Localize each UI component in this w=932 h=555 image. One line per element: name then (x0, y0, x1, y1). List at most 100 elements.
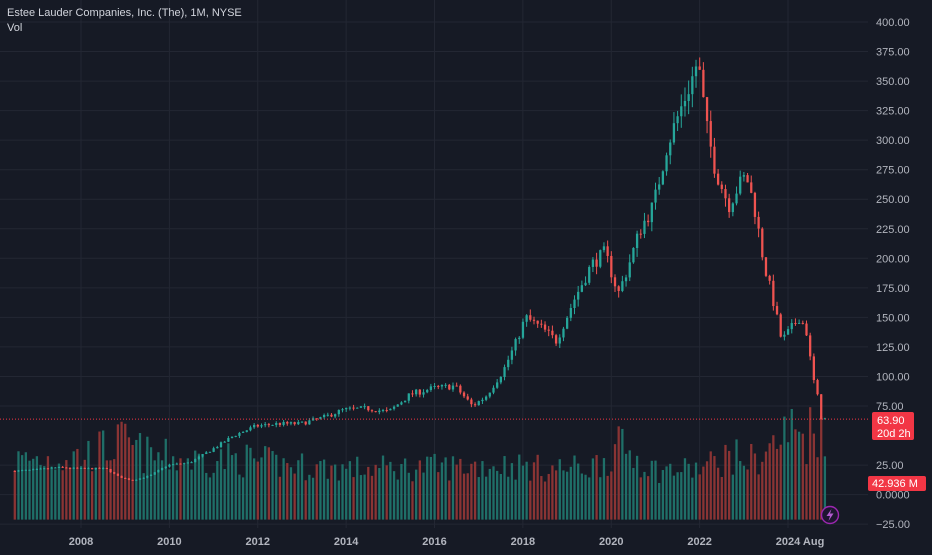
candle (529, 309, 532, 322)
replay-lightning-icon[interactable] (820, 505, 840, 525)
volume-bar (186, 458, 190, 520)
candle (746, 172, 749, 183)
time-axis[interactable]: 2008 2010 2012 2014 2016 2018 2020 2022 2024 Aug (69, 536, 825, 548)
candle (783, 331, 786, 341)
candle-body (562, 328, 565, 338)
volume-bar (698, 474, 701, 520)
volume-bar (153, 460, 156, 520)
volume-bar (149, 447, 153, 520)
volume-bar (514, 479, 517, 520)
volume-bar (470, 463, 473, 520)
candle-body (389, 408, 392, 411)
candle-body (554, 335, 558, 344)
volume-bar (256, 461, 259, 520)
candle-body (448, 384, 451, 390)
candle (297, 419, 300, 426)
candle-body (433, 386, 436, 388)
candle (510, 346, 514, 365)
price-axis[interactable]: 400.00 375.00 350.00 325.00 300.00 275.00 250.… (876, 17, 910, 531)
candle (142, 477, 145, 479)
candle-body (153, 472, 156, 475)
candle (105, 467, 108, 470)
volume-bar (389, 461, 392, 520)
candle-body (105, 468, 108, 470)
volume-bar (370, 475, 374, 520)
volume-bar (484, 476, 488, 520)
candle-body (264, 424, 267, 426)
candle-body (742, 175, 746, 177)
candle-body (304, 421, 307, 425)
candle-body (356, 407, 359, 409)
candle-body (370, 410, 374, 412)
candle-body (179, 463, 182, 465)
volume-indicator-label[interactable]: Vol (7, 22, 23, 34)
candle-body (812, 356, 815, 381)
candle-body (473, 404, 477, 406)
candle (293, 421, 296, 426)
volume-badge: 42.936 M (868, 476, 926, 491)
volume-bar (208, 477, 212, 520)
volume-bar (201, 456, 204, 520)
candle-body (392, 406, 396, 409)
volume-bar (720, 477, 723, 520)
candle (138, 478, 142, 480)
candle (39, 467, 42, 470)
candle (466, 393, 469, 401)
volume-bar (779, 444, 782, 520)
volume-bar (462, 473, 466, 520)
candle (654, 182, 657, 210)
candle (470, 397, 473, 408)
candle (676, 110, 679, 131)
volume-bar (142, 473, 145, 520)
candle-body (252, 424, 256, 428)
candle (186, 462, 190, 464)
candle-body (275, 423, 278, 425)
candle (370, 409, 374, 413)
candle-body (422, 392, 425, 395)
volume-bar (164, 438, 167, 520)
candle (525, 314, 528, 327)
volume-bar (334, 464, 337, 520)
candle-body (378, 410, 381, 413)
candle-body (455, 385, 458, 387)
volume-bar (138, 433, 142, 520)
volume-bar (32, 458, 35, 520)
candle (632, 247, 635, 264)
candle (569, 303, 572, 322)
candle (440, 384, 444, 390)
candle (17, 469, 20, 472)
candle (543, 321, 547, 333)
candle (50, 466, 53, 469)
candle (322, 413, 326, 419)
candle-body (300, 421, 304, 423)
candle-body (142, 477, 145, 479)
candle-body (289, 422, 293, 424)
candle-body (102, 468, 105, 470)
volume-bar (68, 467, 72, 520)
candle-body (739, 176, 742, 194)
candle (599, 249, 602, 269)
candle (610, 251, 613, 284)
volume-bar (216, 461, 219, 520)
candle-body (809, 335, 812, 357)
volume-bar (691, 477, 694, 520)
candle-body (510, 350, 514, 360)
volume-bar (120, 421, 123, 520)
candle-body (245, 430, 248, 432)
candle-body (87, 468, 90, 470)
volume-bar (289, 467, 293, 520)
candle-body (113, 472, 116, 474)
volume-bar (794, 429, 797, 520)
volume-bar (422, 472, 425, 520)
candle (400, 401, 403, 406)
candle (595, 252, 598, 275)
symbol-title[interactable]: Estee Lauder Companies, Inc. (The), 1M, … (7, 7, 242, 19)
candle-body (138, 478, 142, 480)
candle (219, 441, 223, 449)
volume-bar (606, 475, 609, 520)
candle-body (205, 452, 208, 455)
candle (554, 333, 558, 346)
volume-bar (783, 416, 786, 520)
